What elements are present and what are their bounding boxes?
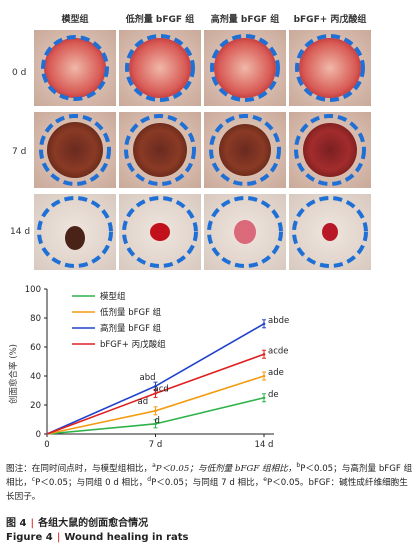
legend-label: bFGF+ 丙戊酸组 [100, 339, 166, 350]
sig-label-7d: d [155, 416, 160, 426]
row-label-7d: 7 d [12, 147, 26, 157]
row-label-14d: 14 d [10, 227, 30, 237]
sig-mark-a: a [152, 462, 156, 470]
y-tick-label: 20 [30, 401, 41, 411]
photo-combo-14d [289, 194, 371, 270]
legend-label: 模型组 [100, 291, 126, 302]
series-lines [46, 319, 266, 435]
chart-axes [46, 289, 274, 435]
y-tick-label: 60 [30, 343, 41, 353]
photo-model-0d [34, 30, 116, 106]
column-label-combo: bFGF+ 丙戊酸组 [294, 13, 367, 25]
caption-part-6: P＜0.05。bFGF：碱性成纤维细胞生长因子。 [6, 478, 408, 502]
row-label-0d: 0 d [12, 68, 26, 78]
sig-label-14d: ade [268, 368, 284, 378]
photo-low-dose-7d [119, 112, 201, 188]
photo-high-dose-14d [204, 194, 286, 270]
figure-label-cn: 图 4 [6, 518, 27, 529]
figure-text-cn: 各组大鼠的创面愈合情况 [38, 518, 149, 529]
column-label-model: 模型组 [61, 13, 88, 25]
y-tick-label: 40 [30, 372, 41, 382]
data-point [262, 322, 266, 326]
sig-mark-c: c [31, 476, 36, 484]
column-label-high-dose: 高剂量 bFGF 组 [211, 13, 279, 25]
photo-model-14d [34, 194, 116, 270]
caption-part-3: P＜0.05；与高剂量 bFGF 组相比， [6, 464, 413, 488]
column-label-low-dose: 低剂量 bFGF 组 [125, 13, 194, 25]
y-ticks: 0 20 40 60 80 100 [25, 285, 47, 440]
data-point [154, 422, 157, 426]
sig-label-7d: ad [138, 397, 149, 407]
wound-photo-grid: 模型组 低剂量 bFGF 组 高剂量 bFGF 组 bFGF+ 丙戊酸组 0 d… [10, 13, 371, 270]
sig-mark-b: b [296, 462, 301, 470]
x-tick-label: 7 d [149, 440, 163, 450]
data-point [262, 396, 266, 400]
sig-label-7d: acd [154, 384, 169, 394]
data-point [154, 384, 157, 388]
photo-high-dose-7d [204, 112, 286, 188]
figure-title-cn: 图 4 | 各组大鼠的创面愈合情况 [6, 518, 149, 529]
photo-combo-7d [289, 112, 371, 188]
x-ticks: 0 7 d 14 d [44, 434, 273, 450]
photo-combo-0d [289, 30, 371, 106]
data-point [262, 352, 266, 356]
caption-part-2: P＜0.05；与低剂量 bFGF 组相比， [155, 464, 297, 474]
sig-label-14d: de [268, 390, 279, 400]
sig-mark-d: d [147, 476, 152, 484]
sig-label-14d: acde [268, 346, 289, 356]
sig-mark-e: e [263, 476, 267, 484]
legend-label: 低剂量 bFGF 组 [100, 307, 162, 318]
x-tick-label: 14 d [255, 440, 274, 450]
photo-low-dose-0d [119, 30, 201, 106]
sig-label-14d: abde [268, 316, 289, 326]
y-tick-label: 0 [36, 430, 41, 440]
sig-label-7d: abd [140, 373, 156, 383]
caption-part-1: 图注：在同时间点时，与模型组相比， [6, 464, 153, 474]
y-tick-label: 80 [30, 314, 41, 324]
photo-low-dose-14d [119, 194, 201, 270]
figure-text-en: Wound healing in rats [64, 532, 189, 543]
y-tick-label: 100 [25, 285, 41, 295]
caption-part-4: P＜0.05；与同组 0 d 相比， [35, 478, 148, 488]
data-point [262, 374, 266, 378]
figure-title-en: Figure 4 | Wound healing in rats [6, 532, 189, 543]
photo-model-7d [34, 112, 116, 188]
legend-label: 高剂量 bFGF 组 [100, 323, 162, 334]
data-point [154, 409, 157, 413]
figure-caption: 图注：在同时间点时，与模型组相比，aP＜0.05；与低剂量 bFGF 组相比，b… [6, 462, 413, 504]
caption-part-5: P＜0.05；与同组 7 d 相比， [151, 478, 264, 488]
figure-label-en: Figure 4 [6, 532, 53, 543]
data-point [154, 392, 157, 395]
photo-high-dose-0d [204, 30, 286, 106]
y-axis-label: 创面愈合率 (%) [8, 344, 19, 404]
x-tick-label: 0 [44, 440, 49, 450]
